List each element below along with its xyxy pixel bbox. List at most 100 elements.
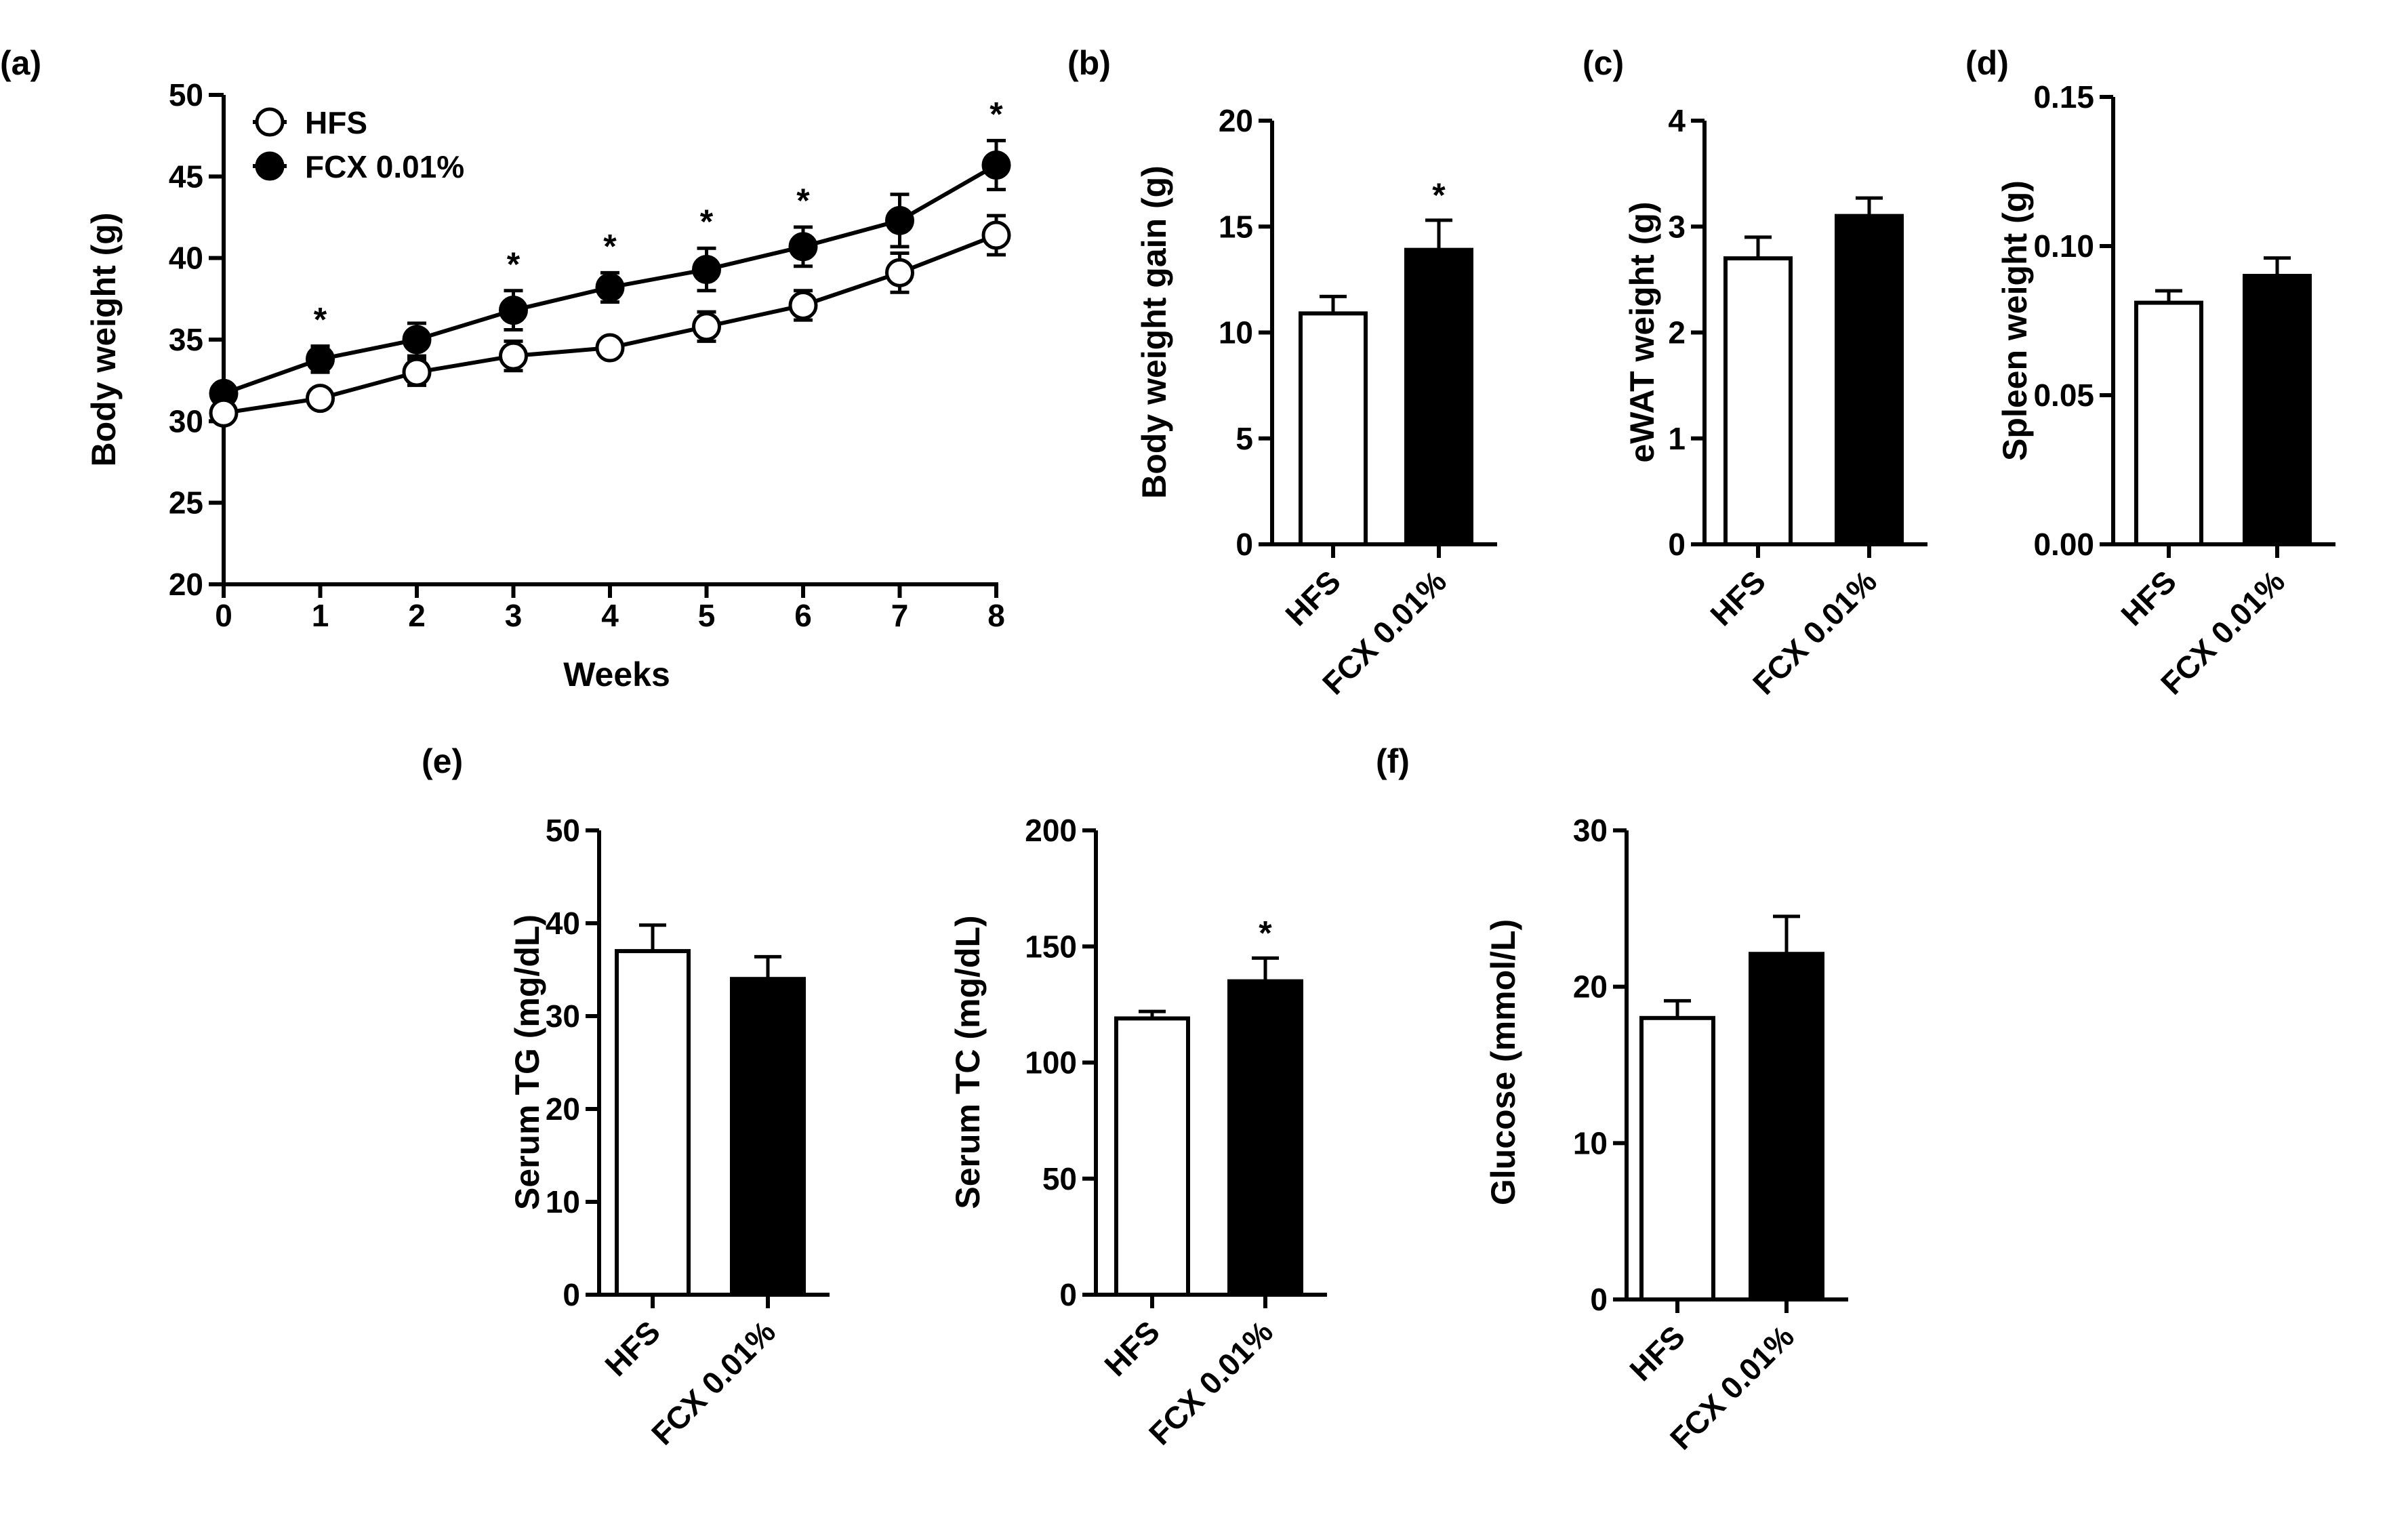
y-tick-label: 4 — [1668, 103, 1686, 138]
y-tick-label: 20 — [1219, 103, 1253, 138]
bar-hfs — [1723, 256, 1793, 546]
y-tick-label: 0 — [1668, 527, 1686, 562]
y-axis-label: Glucose (mmol/L) — [1484, 919, 1522, 1205]
y-tick-label: 50 — [546, 813, 580, 848]
x-tick-label: 4 — [601, 598, 619, 633]
y-axis-label: Serum TG (mg/dL) — [508, 914, 546, 1210]
bar-fcx — [1227, 979, 1303, 1297]
x-tick-label: 0 — [215, 598, 232, 633]
y-tick-label: 45 — [169, 159, 203, 194]
y-tick-label: 200 — [1025, 813, 1077, 848]
bar-hfs — [1299, 311, 1368, 546]
series-fcx — [209, 138, 1011, 408]
data-point-hfs — [499, 341, 528, 371]
y-tick-label: 40 — [169, 241, 203, 276]
y-tick-label: 15 — [1219, 209, 1253, 244]
data-point-fcx — [306, 344, 335, 374]
significance-star: * — [507, 245, 521, 283]
y-tick-label: 25 — [169, 485, 203, 521]
legend-label-fcx: FCX 0.01% — [305, 149, 464, 184]
data-point-fcx — [595, 273, 625, 302]
y-axis-label: Spleen weight (g) — [1996, 180, 2034, 461]
data-point-hfs — [885, 258, 914, 287]
bar-fcx — [730, 977, 806, 1297]
y-tick-label: 0.00 — [2033, 527, 2094, 562]
data-point-hfs — [981, 220, 1011, 250]
x-tick-label: 8 — [987, 598, 1005, 633]
significance-star: * — [1259, 914, 1272, 952]
legend-marker-fcx — [255, 151, 285, 181]
bar-hfs — [1114, 1016, 1190, 1297]
data-point-fcx — [885, 205, 914, 235]
x-tick-label: 6 — [794, 598, 812, 633]
legend-label-hfs: HFS — [305, 105, 367, 140]
x-tick-label-fcx: FCX 0.01% — [645, 1314, 782, 1451]
bar-fcx — [2243, 274, 2312, 546]
significance-star: * — [1432, 176, 1446, 214]
panel-label: (b) — [1067, 44, 1111, 82]
panel-label: (d) — [1965, 44, 2009, 82]
y-tick-label: 2 — [1668, 315, 1686, 350]
data-point-hfs — [306, 384, 335, 413]
x-tick-label-hfs: HFS — [1097, 1314, 1166, 1383]
y-tick-label: 50 — [1042, 1161, 1077, 1196]
y-tick-label: 30 — [169, 403, 203, 439]
panel-label: (f) — [1376, 742, 1410, 780]
x-tick-label-fcx: FCX 0.01% — [1142, 1314, 1280, 1451]
y-tick-label: 30 — [546, 998, 580, 1034]
x-tick-label-hfs: HFS — [1623, 1318, 1692, 1388]
data-point-fcx — [402, 325, 432, 355]
panel-label: (e) — [422, 742, 463, 780]
x-tick-label-hfs: HFS — [598, 1314, 667, 1383]
significance-star: * — [700, 203, 714, 241]
x-tick-label-hfs: HFS — [1703, 563, 1772, 632]
significance-star: * — [989, 95, 1003, 133]
y-tick-label: 0 — [1236, 527, 1253, 562]
data-point-fcx — [692, 255, 721, 285]
bar-fcx — [1404, 247, 1473, 546]
bar-fcx — [1749, 952, 1824, 1302]
bar-hfs — [1639, 1015, 1715, 1302]
significance-star: * — [603, 227, 617, 265]
y-tick-label: 40 — [546, 906, 580, 941]
data-point-hfs — [788, 290, 818, 320]
legend: HFS FCX 0.01% — [253, 105, 464, 184]
y-axis-label: Body weight gain (g) — [1135, 165, 1173, 499]
x-tick-label: 1 — [312, 598, 329, 633]
data-point-hfs — [209, 398, 239, 428]
x-axis-label: Weeks — [563, 655, 670, 693]
y-tick-label: 0 — [1590, 1282, 1608, 1317]
series-hfs — [209, 214, 1011, 428]
bar-fcx — [1835, 214, 1904, 546]
data-point-fcx — [788, 232, 818, 262]
x-tick-label: 5 — [698, 598, 716, 633]
y-tick-label: 0.10 — [2033, 228, 2094, 264]
data-point-fcx — [981, 150, 1011, 180]
y-tick-label: 0 — [1059, 1277, 1077, 1312]
y-tick-label: 10 — [546, 1184, 580, 1219]
y-axis-label: Serum TC (mg/dL) — [949, 915, 987, 1209]
panel-label: (c) — [1583, 44, 1624, 82]
y-tick-label: 50 — [169, 77, 203, 113]
data-point-hfs — [595, 333, 625, 363]
x-tick-label-hfs: HFS — [1278, 563, 1347, 632]
x-tick-label-hfs: HFS — [2114, 563, 2183, 632]
panel-label-a: (a) — [0, 44, 41, 82]
y-tick-label: 20 — [169, 567, 203, 602]
y-tick-label: 10 — [1573, 1125, 1608, 1160]
y-tick-label: 20 — [546, 1091, 580, 1127]
y-tick-label: 100 — [1025, 1045, 1077, 1081]
data-point-fcx — [499, 296, 528, 325]
y-axis-label: eWAT weight (g) — [1623, 201, 1661, 462]
y-tick-label: 0.15 — [2033, 79, 2094, 115]
data-point-hfs — [692, 312, 721, 342]
bar-hfs — [2134, 300, 2203, 546]
legend-marker-hfs — [255, 107, 285, 137]
data-point-hfs — [402, 357, 432, 387]
x-tick-label: 2 — [408, 598, 426, 633]
y-tick-label: 30 — [1573, 813, 1608, 848]
